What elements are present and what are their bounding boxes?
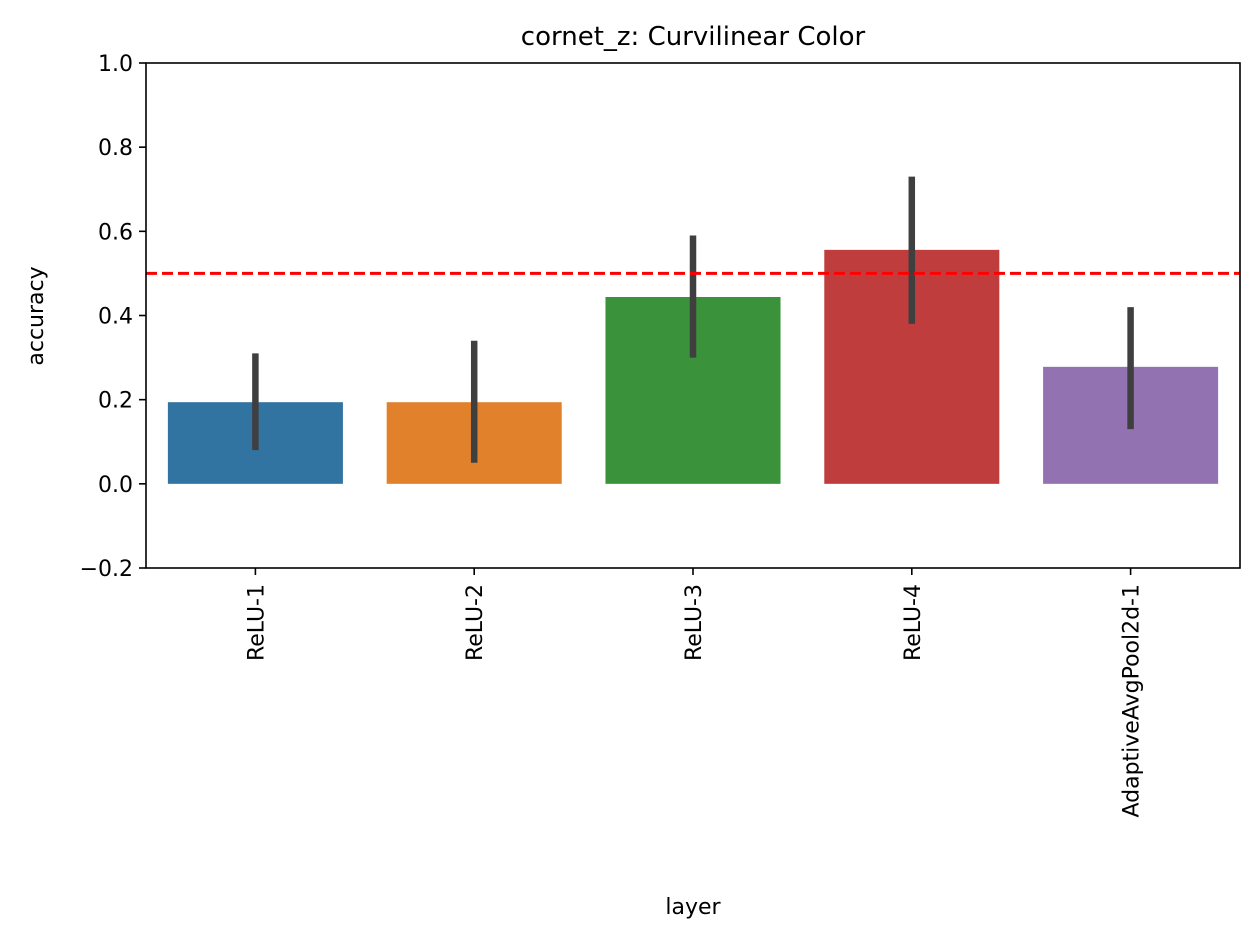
y-tick-label: 0.4	[98, 305, 133, 330]
y-tick-label: 0.0	[98, 473, 133, 498]
x-tick-label: AdaptiveAvgPool2d-1	[1120, 584, 1145, 818]
y-tick-label: 0.2	[98, 389, 133, 414]
x-axis-ticks: ReLU-1 ReLU-2 ReLU-3 ReLU-4 AdaptiveAvgPool2…	[244, 568, 1145, 818]
x-axis-label: layer	[665, 895, 721, 920]
x-tick-label: ReLU-4	[901, 584, 926, 661]
x-tick-label: ReLU-1	[244, 584, 269, 661]
error-bars-group	[252, 176, 1134, 463]
y-tick-label: 0.8	[98, 136, 133, 161]
y-axis-label: accuracy	[24, 266, 49, 365]
y-axis-ticks: −0.2 0.0 0.2 0.4 0.6 0.8 1.0	[80, 52, 146, 582]
x-tick-label: ReLU-3	[682, 584, 707, 661]
chart-title: cornet_z: Curvilinear Color	[521, 22, 866, 52]
y-tick-label: 1.0	[98, 52, 133, 77]
y-tick-label: −0.2	[80, 557, 133, 582]
x-tick-label: ReLU-2	[463, 584, 488, 661]
y-tick-label: 0.6	[98, 220, 133, 245]
